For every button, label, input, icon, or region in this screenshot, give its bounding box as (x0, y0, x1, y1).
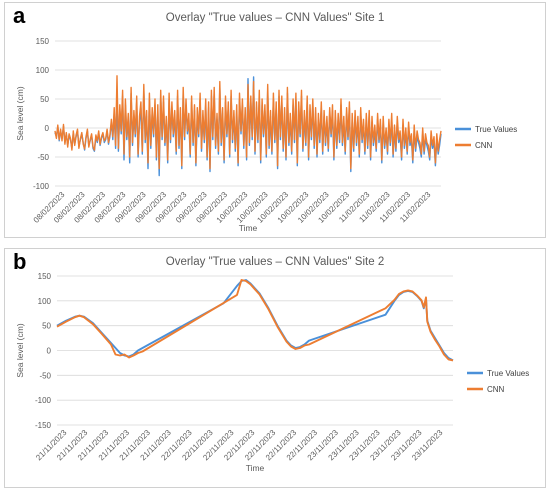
y-tick-label: 150 (38, 272, 52, 281)
chart-b-svg: Overlay "True values – CNN Values" Site … (15, 256, 529, 473)
series-line-cnn (54, 75, 442, 170)
y-tick-label: 50 (42, 322, 51, 331)
chart-title: Overlay "True values – CNN Values" Site … (166, 256, 384, 268)
chart-a-svg: Overlay "True values – CNN Values" Site … (15, 12, 517, 233)
y-tick-label: 150 (36, 37, 50, 46)
y-tick-label: -150 (35, 421, 52, 430)
y-tick-label: 100 (38, 297, 52, 306)
y-tick-label: 100 (36, 66, 50, 75)
panel-letter-b: b (13, 249, 27, 274)
legend-entry: True Values (475, 125, 517, 134)
y-tick-label: 0 (47, 347, 52, 356)
y-tick-label: 0 (45, 124, 50, 133)
y-tick-label: -50 (39, 371, 51, 380)
y-tick-label: 50 (40, 95, 49, 104)
y-tick-label: -100 (33, 182, 50, 191)
chart-panel-b: b Overlay "True values – CNN Values" Sit… (4, 248, 546, 488)
y-tick-label: -100 (35, 396, 52, 405)
chart-title: Overlay "True values – CNN Values" Site … (166, 12, 384, 24)
x-axis-label: Time (239, 223, 258, 233)
y-tick-label: -50 (37, 153, 49, 162)
chart-panel-a: a Overlay "True values – CNN Values" Sit… (4, 2, 546, 238)
legend-entry: True Values (487, 369, 529, 378)
y-axis-label: Sea level (cm) (15, 323, 25, 377)
x-axis-label: Time (246, 463, 265, 473)
legend-entry: CNN (487, 385, 505, 394)
panel-letter-a: a (13, 3, 26, 28)
series-line-cnn (56, 279, 454, 362)
legend-entry: CNN (475, 141, 493, 150)
y-axis-label: Sea level (cm) (15, 86, 25, 140)
series-line-true-values (56, 279, 454, 362)
